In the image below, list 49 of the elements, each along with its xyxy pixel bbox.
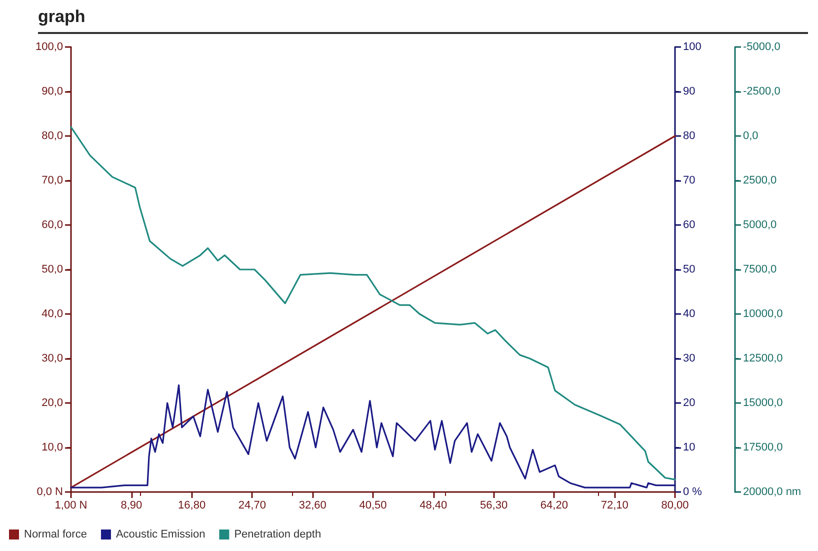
legend-label: Penetration depth — [234, 528, 322, 540]
y2-tick-label: 10 — [683, 442, 696, 454]
x-tick-label: 40,50 — [359, 500, 387, 512]
y2-tick-label: 40 — [683, 308, 696, 320]
x-tick-label: 1,00 N — [54, 500, 88, 512]
x-tick-label: 16,80 — [178, 500, 206, 512]
x-tick-label: 80,00 — [661, 500, 689, 512]
x-tick-label: 8,90 — [120, 500, 142, 512]
legend-label: Normal force — [24, 528, 87, 540]
y3-tick-label: 0,0 — [743, 130, 758, 142]
y2-tick-label: 50 — [683, 264, 696, 276]
y2-tick-label: 100 — [683, 41, 702, 53]
chart-title: graph — [38, 2, 808, 34]
y3-tick-label: 15000,0 — [743, 397, 783, 409]
y-tick-label: 20,0 — [42, 397, 63, 409]
y-tick-label: 0,0 N — [36, 486, 64, 498]
y-tick-label: 60,0 — [42, 219, 63, 231]
x-tick-label: 32,60 — [298, 500, 326, 512]
y3-tick-label: 12500,0 — [743, 352, 783, 364]
x-tick-label: 64,20 — [540, 500, 568, 512]
y3-tick-label: 10000,0 — [743, 308, 783, 320]
y2-tick-label: 30 — [683, 352, 696, 364]
x-tick-label: 56,30 — [480, 500, 508, 512]
y2-tick-label: 70 — [683, 174, 696, 186]
y-tick-label: 10,0 — [42, 442, 63, 454]
legend-label: Acoustic Emission — [116, 528, 206, 540]
x-tick-label: 48,40 — [420, 500, 448, 512]
y3-tick-label: 2500,0 — [743, 174, 777, 186]
y-tick-label: 50,0 — [42, 264, 63, 276]
y-tick-label: 70,0 — [42, 174, 63, 186]
line-series — [70, 384, 676, 488]
y3-tick-label: -5000,0 — [743, 41, 780, 53]
y2-tick-label: 80 — [683, 130, 696, 142]
y3-tick-label: 17500,0 — [743, 442, 783, 454]
y-tick-label: 30,0 — [42, 352, 63, 364]
x-tick-label: 72,10 — [600, 500, 628, 512]
x-tick-label: 24,70 — [238, 500, 266, 512]
y-tick-label: 90,0 — [42, 86, 63, 98]
y-tick-label: 40,0 — [42, 308, 63, 320]
y2-tick-label: 0 % — [683, 486, 702, 498]
y3-tick-label: 7500,0 — [743, 264, 777, 276]
y-tick-label: 80,0 — [42, 130, 63, 142]
y3-tick-label: 20000,0 nm — [743, 486, 802, 498]
y-tick-label: 100,0 — [35, 41, 63, 53]
y3-tick-label: 5000,0 — [743, 219, 777, 231]
y2-tick-label: 90 — [683, 86, 696, 98]
y2-tick-label: 60 — [683, 219, 696, 231]
y2-tick-label: 20 — [683, 397, 696, 409]
y3-tick-label: -2500,0 — [743, 86, 780, 98]
